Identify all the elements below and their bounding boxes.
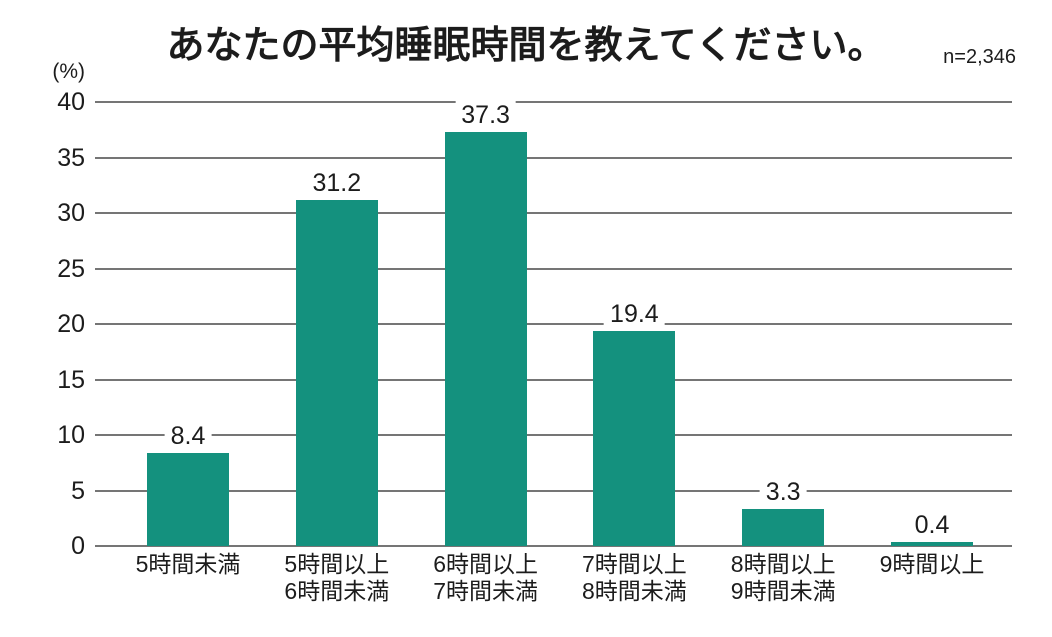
bar-value-label: 0.4 [908, 510, 956, 539]
gridline [95, 489, 1012, 492]
y-tick-label: 15 [57, 365, 85, 394]
bar [742, 509, 825, 546]
x-category-label-line: 8時間以上 [730, 551, 836, 577]
gridline [95, 101, 1012, 103]
bar [891, 541, 973, 546]
y-axis-ticks: 0 5 10 15 20 25 30 35 40 [0, 88, 85, 560]
x-category-label: 6時間以上 7時間未満 [433, 551, 538, 605]
bar-value-label: 8.4 [164, 421, 212, 450]
bar-value-label: 19.4 [604, 299, 665, 328]
y-tick-label: 25 [57, 254, 85, 283]
x-category-label-line: 9時間以上 [879, 551, 985, 577]
y-axis-unit-label: (%) [52, 60, 85, 83]
y-tick-label: 20 [57, 310, 85, 338]
x-category-label-line: 5時間以上 [284, 551, 390, 577]
gridline [95, 434, 1012, 436]
x-category-label: 7時間以上 8時間未満 [582, 551, 687, 605]
y-tick-label: 40 [57, 88, 85, 116]
x-category-label-line: 5時間未満 [135, 551, 241, 577]
y-tick-label: 5 [71, 476, 85, 505]
bar-value-label: 3.3 [759, 478, 807, 507]
x-category-label: 9時間以上 [880, 551, 985, 578]
sample-size-label: n=2,346 [943, 46, 1016, 68]
x-category-label-line: 7時間以上 [581, 551, 687, 577]
x-category-label: 5時間以上 6時間未満 [284, 551, 389, 605]
x-category-label: 8時間以上 9時間未満 [731, 551, 836, 605]
chart-title: あなたの平均睡眠時間を教えてください。 [166, 25, 886, 67]
gridline [95, 378, 1012, 381]
x-axis-labels: 5時間未満 5時間以上 6時間未満 6時間以上 7時間未満 7時間以上 8時間未満 8時間以上… [95, 551, 1012, 611]
bar-value-label: 37.3 [455, 100, 516, 129]
bar [295, 199, 378, 546]
x-category-label-line: 7時間未満 [433, 578, 538, 604]
x-category-label: 5時間未満 [136, 551, 241, 578]
gridline [95, 267, 1012, 270]
x-category-label-line: 9時間未満 [730, 578, 836, 604]
bar [147, 452, 229, 546]
gridline [95, 545, 1012, 547]
x-category-label-line: 6時間未満 [284, 578, 390, 604]
y-tick-label: 30 [57, 199, 85, 227]
plot-area: 8.4 31.2 37.3 19.4 3.3 0.4 [95, 100, 1012, 547]
bar [444, 131, 527, 546]
y-tick-label: 0 [71, 532, 85, 560]
y-tick-label: 10 [57, 421, 85, 449]
gridline [95, 323, 1012, 325]
x-category-label-line: 6時間以上 [433, 551, 538, 577]
y-tick-label: 35 [57, 143, 85, 172]
gridline [95, 212, 1012, 214]
x-category-label-line: 8時間未満 [581, 578, 687, 604]
bar-value-label: 31.2 [306, 168, 368, 197]
bar [593, 330, 676, 546]
gridline [95, 156, 1012, 159]
